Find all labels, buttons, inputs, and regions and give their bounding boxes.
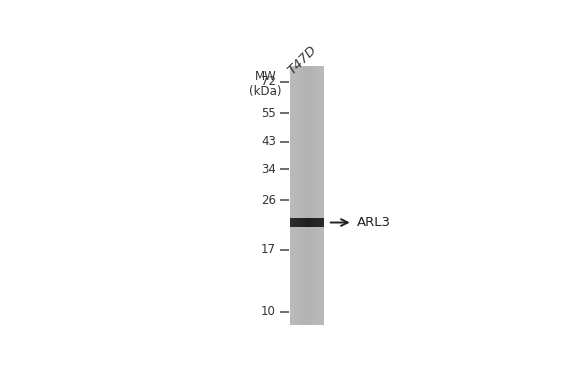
Bar [315,218,316,226]
Bar [317,218,318,226]
Bar [311,218,312,226]
Text: ARL3: ARL3 [357,216,391,229]
Bar [319,66,320,325]
Bar [309,218,310,226]
Bar [298,66,299,325]
Bar [308,66,309,325]
Bar [318,218,320,226]
Bar [307,218,308,226]
Text: 26: 26 [261,194,276,207]
Bar [313,66,314,325]
Bar [317,218,318,226]
Bar [305,218,306,226]
Bar [291,218,292,226]
Bar [310,218,311,226]
Bar [304,66,305,325]
Bar [300,66,301,325]
Text: 72: 72 [261,75,276,88]
Bar [318,66,319,325]
Bar [296,218,297,226]
Bar [291,66,292,325]
Text: 55: 55 [261,107,276,119]
Bar [310,66,311,325]
Bar [293,218,294,226]
Bar [317,66,318,325]
Bar [292,66,293,325]
Bar [302,218,303,226]
Bar [311,218,313,226]
Bar [290,218,292,226]
Bar [301,66,302,325]
Bar [314,66,315,325]
Bar [300,218,301,226]
Bar [308,218,309,226]
Bar [305,66,306,325]
Bar [314,218,315,226]
Bar [314,66,315,325]
Bar [294,218,295,226]
Bar [322,218,324,226]
Bar [293,66,294,325]
Text: 34: 34 [261,163,276,176]
Bar [311,66,312,325]
Bar [308,66,309,325]
Text: 43: 43 [261,135,276,148]
Bar [295,66,296,325]
Bar [299,66,300,325]
Bar [319,218,320,226]
Bar [306,66,307,325]
Bar [320,218,321,226]
Bar [299,218,300,226]
Bar [300,66,301,325]
Bar [319,66,320,325]
Bar [320,66,321,325]
Bar [322,66,323,325]
Bar [316,66,317,325]
Bar [303,66,304,325]
Bar [321,66,322,325]
Bar [312,66,313,325]
Bar [307,66,308,325]
Text: 17: 17 [261,243,276,256]
Bar [301,218,303,226]
Text: MW
(kDa): MW (kDa) [249,70,282,98]
Text: 10: 10 [261,305,276,318]
Bar [304,218,305,226]
Text: T47D: T47D [286,43,320,77]
Bar [294,66,295,325]
Bar [321,218,322,226]
Bar [302,66,303,325]
Bar [297,66,298,325]
Bar [305,66,306,325]
Bar [303,218,304,226]
Bar [298,218,299,226]
Bar [317,66,318,325]
Bar [290,66,291,325]
Bar [303,66,304,325]
Bar [313,218,314,226]
Bar [315,66,316,325]
Bar [292,218,293,226]
Bar [300,218,301,226]
Bar [316,218,317,226]
Bar [309,66,310,325]
Bar [294,66,295,325]
Bar [311,66,312,325]
Bar [294,218,296,226]
Bar [306,218,307,226]
Bar [297,218,298,226]
Bar [322,218,323,226]
Bar [299,66,300,325]
Bar [297,66,298,325]
Bar [313,66,314,325]
Bar [313,218,314,226]
Bar [323,66,324,325]
Bar [296,66,297,325]
Bar [302,66,303,325]
Bar [316,66,317,325]
Bar [322,66,323,325]
Bar [291,66,292,325]
